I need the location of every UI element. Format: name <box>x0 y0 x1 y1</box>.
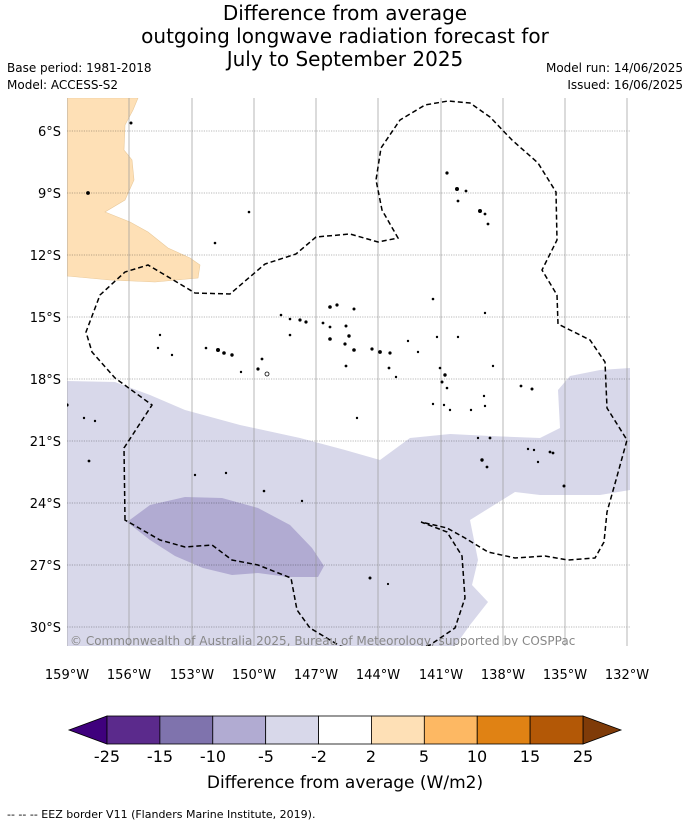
colorbar-swatch <box>529 715 584 745</box>
colorbar-low-arrow <box>67 715 108 745</box>
base-period: Base period: 1981-2018 <box>7 61 152 75</box>
meridians <box>67 98 628 646</box>
islands <box>67 121 566 586</box>
lon-label: 141°W <box>419 668 463 683</box>
lon-label: 156°W <box>107 668 151 683</box>
lat-label: 27°S <box>30 559 61 574</box>
colorbar-label: Difference from average (W/m2) <box>207 773 483 793</box>
lon-label: 132°W <box>605 668 649 683</box>
lat-label: 18°S <box>30 373 61 388</box>
lat-label: 21°S <box>30 435 61 450</box>
lat-label: 9°S <box>38 187 61 202</box>
colorbar-swatch <box>423 715 478 745</box>
colorbar-swatch <box>318 715 372 745</box>
lat-label: 12°S <box>30 249 61 264</box>
lon-label: 150°W <box>232 668 276 683</box>
colorbar-tick: 15 <box>520 747 540 766</box>
colorbar-tick: -25 <box>94 747 120 766</box>
anomaly-region-mid-purple <box>127 497 324 577</box>
meta-right: Model run: 14/06/2025 Issued: 16/06/2025 <box>546 60 683 94</box>
title-line-1: Difference from average <box>222 1 468 25</box>
colorbar-tick: -5 <box>258 747 274 766</box>
map-area: © Commonwealth of Australia 2025, Bureau… <box>67 98 630 648</box>
issued-date: Issued: 16/06/2025 <box>567 78 683 92</box>
eez-border <box>85 100 628 646</box>
colorbar-swatch <box>212 715 267 745</box>
lat-label: 15°S <box>30 311 61 326</box>
model-name: Model: ACCESS-S2 <box>7 78 119 92</box>
longitude-labels: 159°W 156°W 153°W 150°W 147°W 144°W 141°… <box>45 668 649 683</box>
colorbar-swatch <box>371 715 425 745</box>
lat-label: 24°S <box>30 497 61 512</box>
colorbar-tick: -15 <box>147 747 173 766</box>
title-line-3: July to September 2025 <box>226 47 464 71</box>
lon-label: 138°W <box>481 668 525 683</box>
colorbar-tick: 5 <box>419 747 429 766</box>
eez-legend: -- -- -- EEZ border V11 (Flanders Marine… <box>7 808 316 821</box>
map-title: Difference from average outgoing longwav… <box>0 2 690 71</box>
colorbar-tick: 10 <box>467 747 487 766</box>
colorbar: -25 -15 -10 -5 -2 2 5 10 15 25 Differenc… <box>67 715 623 793</box>
meta-left: Base period: 1981-2018 Model: ACCESS-S2 <box>7 60 152 94</box>
colorbar-swatch <box>265 715 319 745</box>
lon-label: 147°W <box>294 668 338 683</box>
colorbar-swatch <box>106 715 161 745</box>
colorbar-tick: -2 <box>311 747 327 766</box>
colorbar-tick: 2 <box>366 747 376 766</box>
lat-label: 30°S <box>30 621 61 636</box>
colorbar-tick: 25 <box>573 747 593 766</box>
colorbar-high-arrow <box>582 715 623 745</box>
colorbar-swatch <box>476 715 531 745</box>
title-line-2: outgoing longwave radiation forecast for <box>141 24 549 48</box>
colorbar-swatch <box>159 715 214 745</box>
copyright-notice: © Commonwealth of Australia 2025, Bureau… <box>70 634 575 648</box>
lon-label: 153°W <box>170 668 214 683</box>
lon-label: 135°W <box>543 668 587 683</box>
model-run: Model run: 14/06/2025 <box>545 61 683 75</box>
latitude-labels: 6°S 9°S 12°S 15°S 18°S 21°S 24°S 27°S 30… <box>30 125 61 636</box>
lon-label: 159°W <box>45 668 89 683</box>
colorbar-tick: -10 <box>200 747 226 766</box>
lat-label: 6°S <box>38 125 61 140</box>
lon-label: 144°W <box>356 668 400 683</box>
graticule <box>67 130 630 628</box>
anomaly-region-light-orange <box>67 98 201 283</box>
